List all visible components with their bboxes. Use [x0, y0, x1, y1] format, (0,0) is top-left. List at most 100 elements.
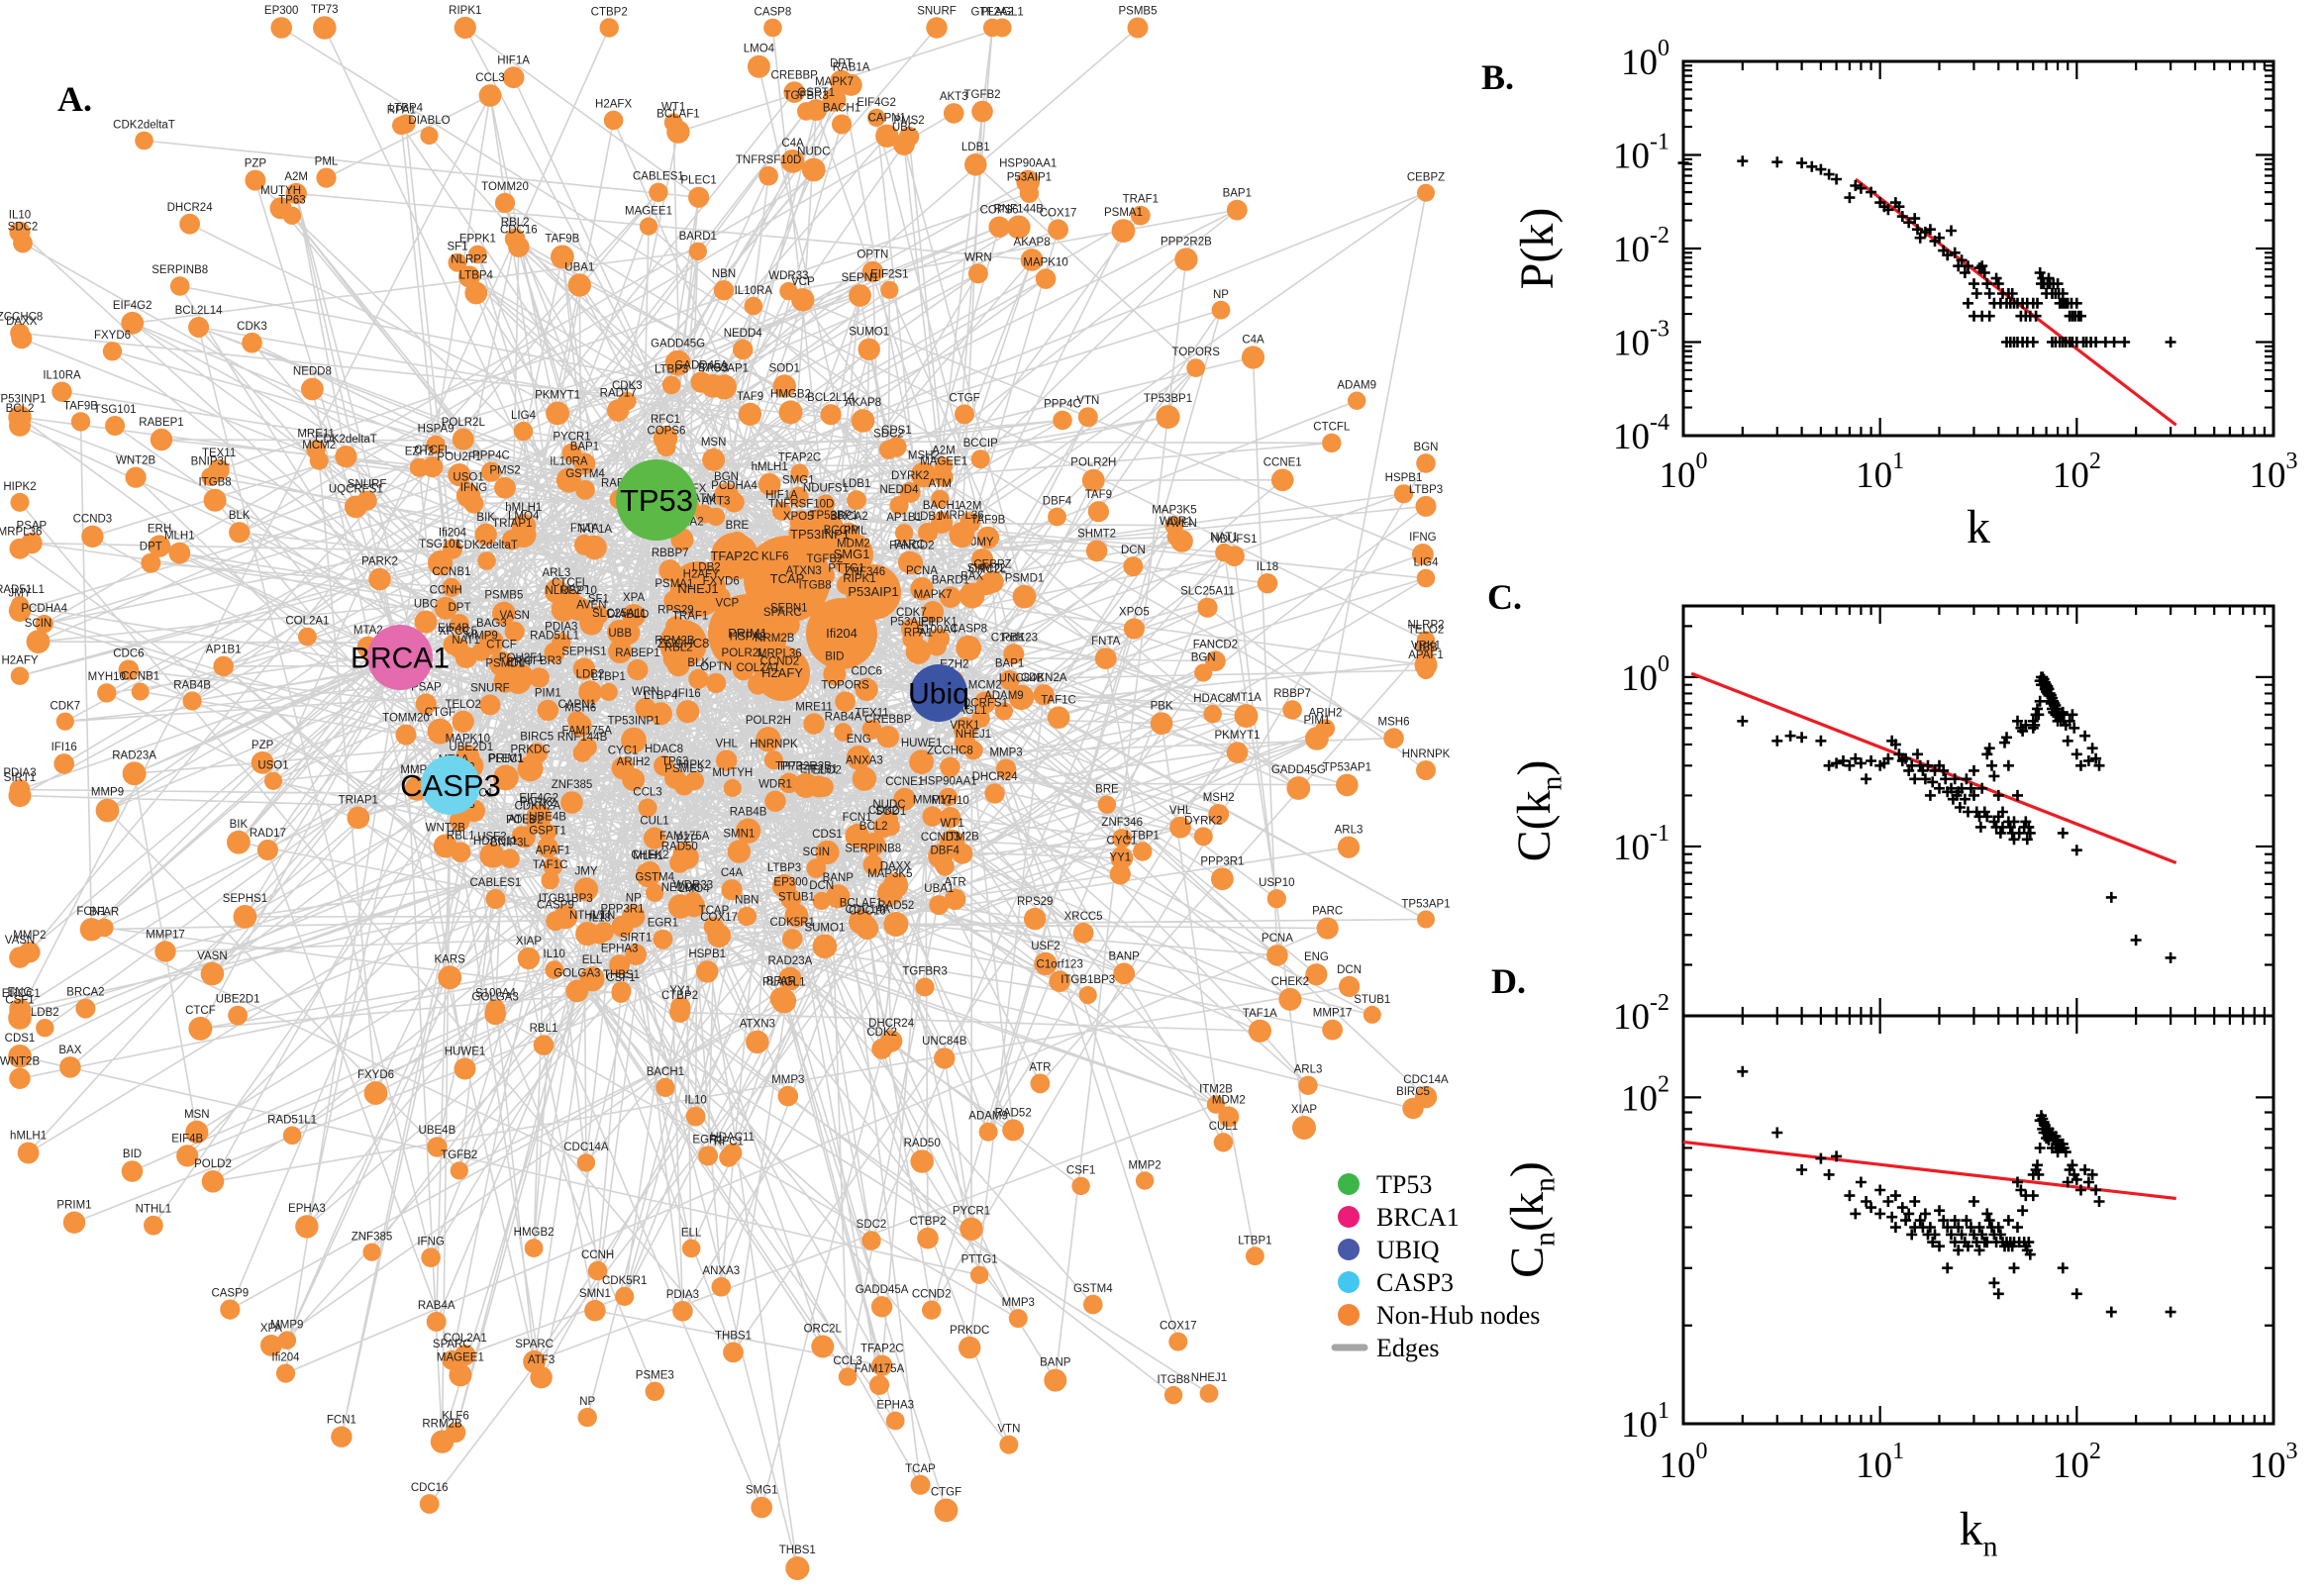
network-node[interactable] — [511, 514, 537, 539]
network-node[interactable] — [59, 1056, 81, 1078]
network-node[interactable] — [572, 657, 596, 680]
network-node[interactable] — [1226, 199, 1248, 221]
network-node[interactable] — [758, 165, 778, 186]
network-node[interactable] — [1024, 907, 1047, 931]
network-node[interactable] — [721, 879, 743, 901]
network-node[interactable] — [790, 463, 809, 482]
network-node[interactable] — [724, 491, 745, 513]
network-node[interactable] — [814, 565, 836, 586]
network-node[interactable] — [94, 918, 114, 938]
network-node[interactable] — [577, 1407, 597, 1428]
network-node[interactable] — [419, 1494, 440, 1514]
network-node[interactable] — [1072, 923, 1094, 944]
network-node[interactable] — [870, 1296, 893, 1318]
network-node[interactable] — [188, 317, 210, 338]
network-node[interactable] — [313, 16, 337, 40]
network-node[interactable] — [1111, 219, 1136, 244]
network-node[interactable] — [1199, 1384, 1219, 1403]
network-node[interactable] — [638, 798, 657, 818]
network-node[interactable] — [1113, 962, 1136, 985]
network-node[interactable] — [451, 842, 471, 862]
network-node[interactable] — [792, 577, 816, 601]
network-node[interactable] — [529, 667, 550, 688]
network-node[interactable] — [978, 1122, 998, 1142]
network-node[interactable] — [639, 860, 660, 882]
network-node[interactable] — [959, 1336, 981, 1359]
network-node[interactable] — [926, 636, 947, 656]
network-node[interactable] — [122, 761, 147, 786]
network-node[interactable] — [220, 1299, 241, 1320]
network-node[interactable] — [488, 650, 515, 677]
network-node[interactable] — [568, 714, 592, 738]
network-node[interactable] — [861, 719, 882, 740]
network-node[interactable] — [468, 245, 487, 264]
network-node[interactable] — [182, 691, 202, 711]
network-node[interactable] — [781, 929, 803, 949]
network-node[interactable] — [748, 673, 768, 695]
network-node[interactable] — [834, 723, 853, 742]
network-node[interactable] — [578, 680, 602, 704]
network-node[interactable] — [1363, 1005, 1381, 1024]
network-node[interactable] — [434, 596, 457, 620]
network-node[interactable] — [427, 1137, 448, 1157]
network-node[interactable] — [1081, 468, 1105, 492]
network-node[interactable] — [1008, 1309, 1028, 1329]
network-node[interactable] — [889, 496, 909, 516]
network-node[interactable] — [1197, 597, 1218, 618]
network-node[interactable] — [910, 1474, 931, 1495]
network-node[interactable] — [970, 449, 990, 469]
network-node[interactable] — [492, 601, 516, 626]
network-node[interactable] — [763, 645, 786, 667]
network-node[interactable] — [1415, 495, 1437, 517]
network-node[interactable] — [188, 1016, 213, 1041]
network-node[interactable] — [893, 134, 915, 155]
network-node[interactable] — [751, 1496, 772, 1519]
network-node[interactable] — [17, 1142, 40, 1164]
network-node[interactable] — [1194, 663, 1213, 682]
network-node[interactable] — [10, 666, 30, 685]
network-node[interactable] — [849, 909, 873, 935]
network-node[interactable] — [1226, 742, 1249, 763]
network-node[interactable] — [269, 197, 292, 220]
network-node[interactable] — [168, 542, 191, 564]
network-node[interactable] — [1048, 219, 1068, 241]
network-node[interactable] — [504, 621, 525, 643]
network-node[interactable] — [851, 409, 875, 433]
network-node[interactable] — [1257, 573, 1278, 594]
network-node[interactable] — [1135, 1171, 1155, 1190]
network-node[interactable] — [1316, 917, 1339, 940]
network-node[interactable] — [201, 1170, 225, 1193]
network-node[interactable] — [615, 1286, 635, 1306]
network-node[interactable] — [414, 610, 438, 634]
network-node[interactable] — [513, 421, 534, 442]
network-node[interactable] — [688, 668, 709, 690]
network-node[interactable] — [427, 718, 454, 745]
network-node[interactable] — [960, 1217, 983, 1242]
network-node[interactable] — [1292, 1116, 1316, 1140]
network-node[interactable] — [443, 634, 464, 655]
network-node[interactable] — [51, 381, 72, 402]
network-node[interactable] — [560, 791, 583, 814]
network-node[interactable] — [579, 611, 604, 636]
network-node[interactable] — [228, 1005, 249, 1026]
network-node[interactable] — [1208, 804, 1230, 825]
network-node[interactable] — [347, 806, 370, 830]
network-node[interactable] — [70, 412, 91, 432]
network-node[interactable] — [727, 840, 751, 863]
network-node[interactable] — [669, 852, 690, 873]
network-node[interactable] — [10, 492, 30, 512]
network-node[interactable] — [474, 523, 497, 547]
network-node[interactable] — [778, 400, 803, 425]
network-node[interactable] — [9, 538, 31, 559]
network-node[interactable] — [526, 743, 548, 764]
network-node[interactable] — [575, 922, 600, 947]
network-node[interactable] — [999, 669, 1020, 691]
network-node[interactable] — [922, 1300, 942, 1320]
network-node[interactable] — [295, 1215, 319, 1239]
network-node[interactable] — [806, 858, 827, 878]
network-node[interactable] — [493, 669, 517, 693]
network-node[interactable] — [1170, 530, 1193, 552]
network-node[interactable] — [335, 446, 357, 468]
network-node[interactable] — [777, 614, 800, 637]
network-node[interactable] — [971, 100, 993, 123]
